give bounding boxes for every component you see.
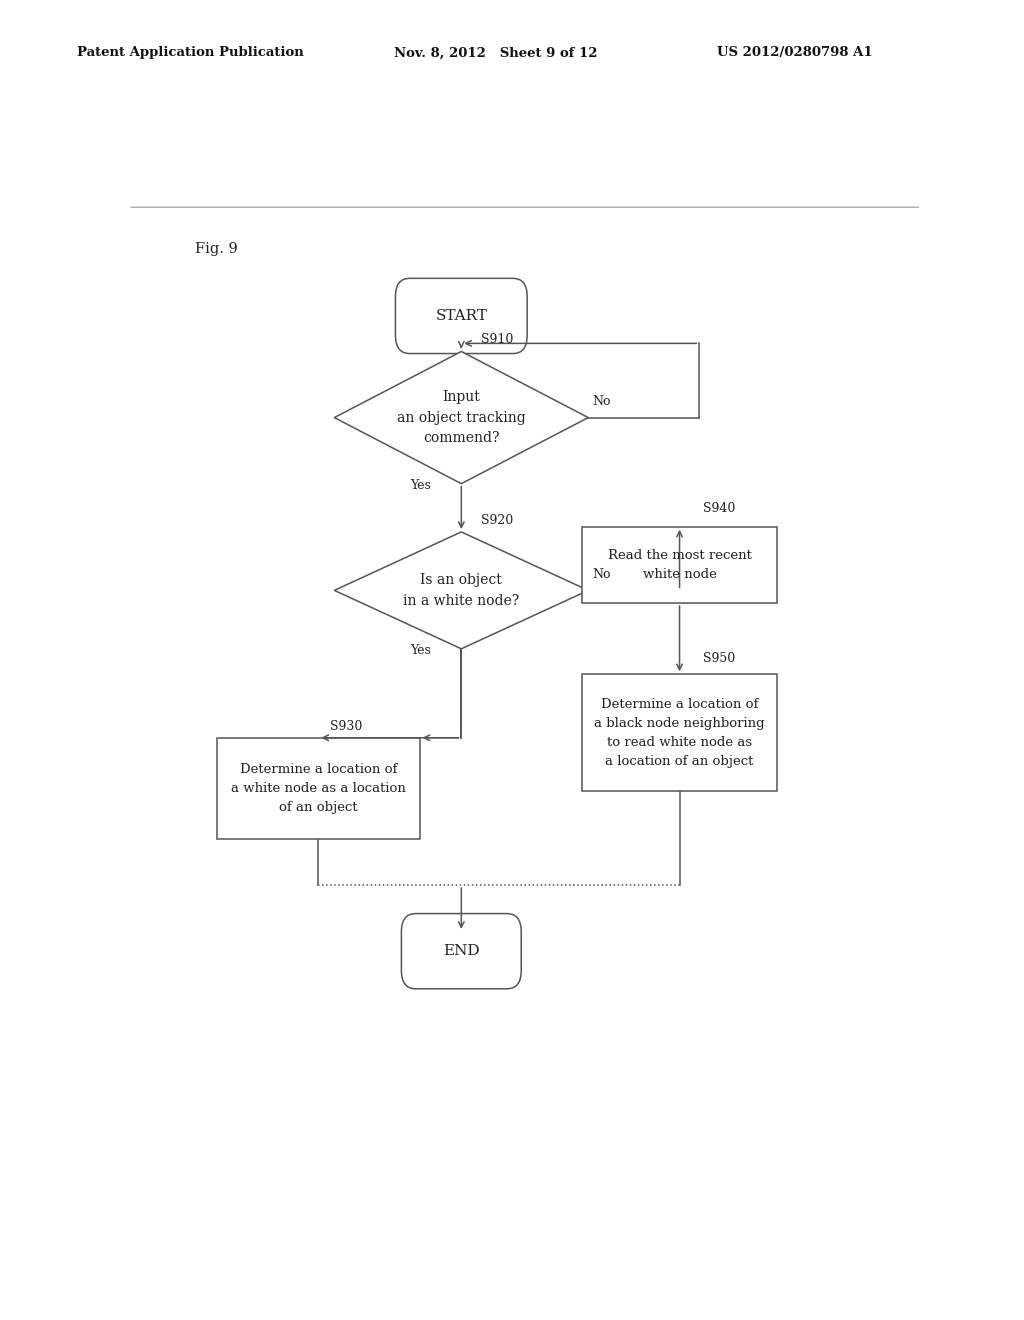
Text: Determine a location of
a white node as a location
of an object: Determine a location of a white node as … xyxy=(231,763,406,814)
Text: S920: S920 xyxy=(481,513,513,527)
Text: S930: S930 xyxy=(331,719,362,733)
Text: Input
an object tracking
commend?: Input an object tracking commend? xyxy=(397,389,525,445)
Text: Is an object
in a white node?: Is an object in a white node? xyxy=(403,573,519,607)
Text: Read the most recent
white node: Read the most recent white node xyxy=(607,549,752,581)
FancyBboxPatch shape xyxy=(401,913,521,989)
Text: END: END xyxy=(443,944,479,958)
Text: Nov. 8, 2012   Sheet 9 of 12: Nov. 8, 2012 Sheet 9 of 12 xyxy=(394,46,598,59)
Text: START: START xyxy=(435,309,487,323)
FancyBboxPatch shape xyxy=(217,738,420,840)
Text: Yes: Yes xyxy=(410,644,431,657)
Text: Yes: Yes xyxy=(410,479,431,492)
FancyBboxPatch shape xyxy=(583,527,777,603)
Text: S910: S910 xyxy=(481,334,513,346)
Text: No: No xyxy=(592,396,610,408)
FancyBboxPatch shape xyxy=(395,279,527,354)
Text: US 2012/0280798 A1: US 2012/0280798 A1 xyxy=(717,46,872,59)
Text: S950: S950 xyxy=(703,652,735,665)
Text: Determine a location of
a black node neighboring
to read white node as
a locatio: Determine a location of a black node nei… xyxy=(594,698,765,768)
Text: Fig. 9: Fig. 9 xyxy=(196,242,239,256)
FancyBboxPatch shape xyxy=(583,675,777,791)
Text: Patent Application Publication: Patent Application Publication xyxy=(77,46,303,59)
Text: No: No xyxy=(592,568,610,581)
Polygon shape xyxy=(334,532,588,649)
Text: S940: S940 xyxy=(703,502,735,515)
Polygon shape xyxy=(334,351,588,483)
